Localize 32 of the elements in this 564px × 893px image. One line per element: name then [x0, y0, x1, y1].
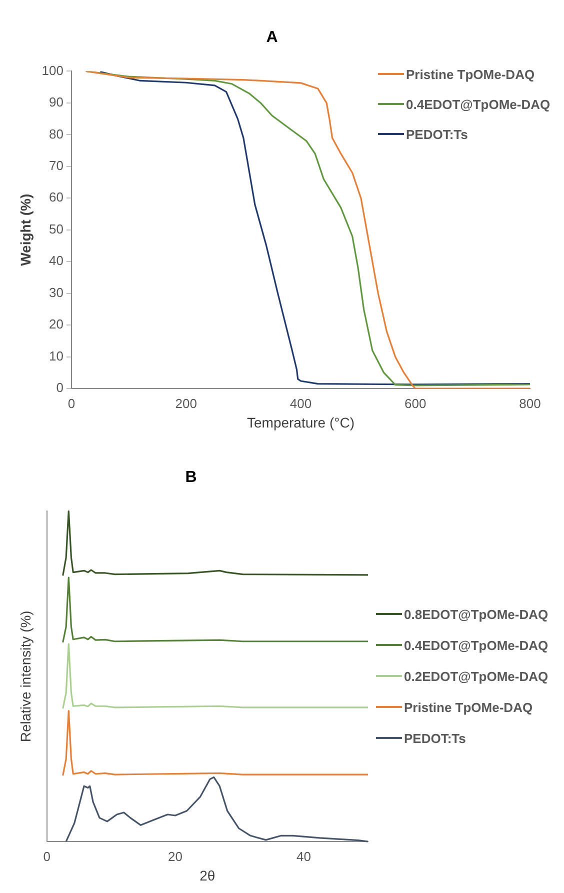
x-tick-label: 800 — [519, 396, 541, 411]
y-axis-title: Weight (%) — [17, 194, 34, 266]
legend-label: Pristine TpOMe-DAQ — [406, 66, 535, 82]
x-tick-label: 600 — [404, 396, 426, 411]
x-tick-label: 20 — [168, 848, 183, 864]
y-tick-label: 30 — [49, 284, 64, 300]
legend-label: PEDOT:Ts — [406, 126, 468, 142]
legend-label: 0.4EDOT@TpOMe-DAQ — [404, 638, 548, 653]
y-tick-label: 100 — [42, 62, 64, 78]
y-tick-label: 60 — [49, 190, 64, 205]
legend-label: 0.2EDOT@TpOMe-DAQ — [404, 668, 548, 684]
legend-label: Pristine TpOMe-DAQ — [404, 700, 533, 715]
y-tick-label: 40 — [49, 253, 64, 268]
x-tick-label: 400 — [290, 396, 312, 411]
y-tick-label: 80 — [49, 126, 64, 142]
x-axis-title: Temperature (°C) — [246, 414, 355, 430]
chart-title: A — [266, 29, 278, 46]
y-tick-label: 50 — [49, 221, 64, 236]
legend-label: 0.8EDOT@TpOMe-DAQ — [404, 606, 548, 622]
x-axis-title: 2θ — [200, 867, 216, 884]
x-tick-label: 40 — [296, 848, 311, 864]
y-tick-label: 20 — [49, 316, 64, 332]
legend-label: PEDOT:Ts — [404, 730, 466, 746]
y-tick-label: 90 — [49, 94, 64, 110]
y-axis-title: Relative intensity (%) — [17, 610, 34, 742]
y-tick-label: 10 — [49, 348, 64, 364]
chart-title: B — [185, 469, 197, 486]
y-tick-label: 0 — [56, 380, 64, 396]
legend-label: 0.4EDOT@TpOMe-DAQ — [406, 96, 550, 112]
x-tick-label: 0 — [68, 396, 76, 411]
y-tick-label: 70 — [49, 158, 64, 173]
x-tick-label: 200 — [175, 396, 197, 411]
